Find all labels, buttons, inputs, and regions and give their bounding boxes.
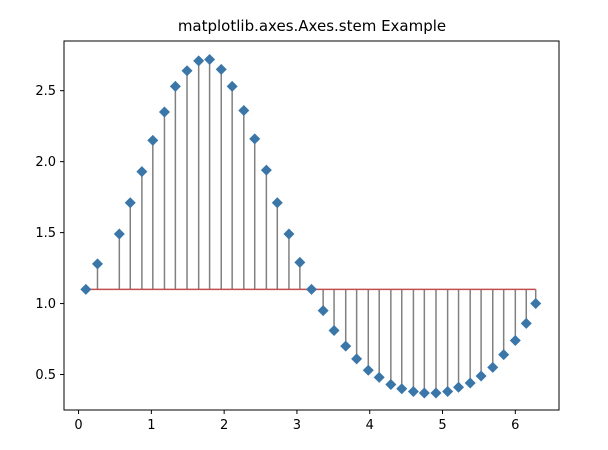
stem-marker bbox=[475, 370, 487, 382]
stem-marker bbox=[407, 386, 419, 398]
stem-marker bbox=[453, 381, 465, 393]
stem-marker bbox=[193, 55, 205, 67]
stem-marker bbox=[215, 63, 227, 75]
y-tick-label: 1.0 bbox=[35, 297, 56, 312]
stem-marker bbox=[80, 283, 92, 295]
y-tick-label: 2.0 bbox=[35, 155, 56, 170]
y-tick-label: 0.5 bbox=[35, 368, 56, 383]
stem-marker bbox=[385, 378, 397, 390]
stem-marker bbox=[226, 80, 238, 92]
stem-marker bbox=[124, 197, 136, 209]
stem-marker bbox=[418, 387, 430, 399]
stem-marker bbox=[328, 325, 340, 337]
stem-marker bbox=[317, 305, 329, 317]
stem-marker bbox=[351, 353, 363, 365]
x-tick-label: 1 bbox=[147, 418, 155, 433]
stem-marker bbox=[91, 258, 103, 270]
stem-marker bbox=[306, 283, 317, 295]
y-tick-label: 1.5 bbox=[35, 226, 56, 241]
stem-marker bbox=[181, 65, 193, 77]
stem-marker bbox=[113, 228, 125, 240]
stem-marker bbox=[498, 349, 510, 361]
stem-marker bbox=[158, 106, 170, 118]
y-tick-label: 2.5 bbox=[35, 84, 56, 99]
stem-marker bbox=[464, 377, 476, 389]
stem-marker bbox=[373, 371, 385, 383]
x-tick-label: 0 bbox=[74, 418, 82, 433]
stem-marker bbox=[283, 228, 295, 240]
stem-lines bbox=[96, 59, 537, 393]
stem-marker bbox=[520, 317, 532, 329]
y-axis-ticks: 0.5 1.0 1.5 2.0 2.5 bbox=[35, 84, 64, 383]
x-axis-ticks: 0 1 2 3 4 5 6 bbox=[74, 410, 519, 433]
stem-marker bbox=[271, 197, 283, 209]
stem-marker bbox=[260, 164, 272, 176]
stem-marker bbox=[147, 134, 159, 146]
x-tick-label: 2 bbox=[220, 418, 228, 433]
axes-frame bbox=[63, 40, 560, 411]
stem-marker bbox=[530, 298, 542, 310]
x-tick-label: 3 bbox=[293, 418, 301, 433]
x-tick-label: 4 bbox=[366, 418, 374, 433]
stem-marker bbox=[169, 80, 181, 92]
chart-title: matplotlib.axes.Axes.stem Example bbox=[178, 17, 446, 35]
stem-marker bbox=[362, 364, 374, 376]
stem-marker bbox=[509, 334, 521, 346]
stem-marker bbox=[487, 361, 499, 373]
stem-marker bbox=[430, 387, 442, 399]
stem-marker bbox=[396, 383, 408, 395]
stem-marker bbox=[249, 133, 261, 145]
x-tick-label: 6 bbox=[511, 418, 519, 433]
stem-markers bbox=[80, 53, 542, 399]
stem-marker bbox=[294, 256, 306, 268]
x-tick-label: 5 bbox=[438, 418, 446, 433]
stem-marker bbox=[442, 386, 454, 398]
stem-marker bbox=[136, 166, 148, 178]
stem-marker bbox=[204, 53, 216, 65]
stem-marker bbox=[238, 105, 250, 117]
stem-marker bbox=[340, 340, 352, 352]
